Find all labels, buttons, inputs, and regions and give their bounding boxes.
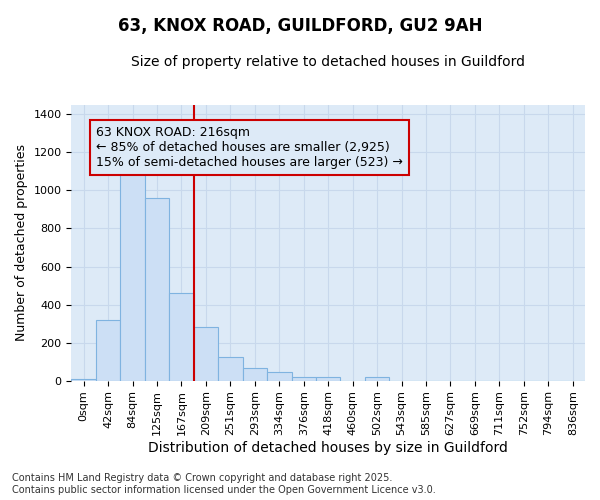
X-axis label: Distribution of detached houses by size in Guildford: Distribution of detached houses by size … [148,441,508,455]
Bar [169,293,194,380]
Text: 63 KNOX ROAD: 216sqm
← 85% of detached houses are smaller (2,925)
15% of semi-de: 63 KNOX ROAD: 216sqm ← 85% of detached h… [96,126,403,169]
Y-axis label: Number of detached properties: Number of detached properties [15,144,28,341]
Bar [316,377,340,380]
Bar [121,166,145,380]
Bar [71,378,96,380]
Text: 63, KNOX ROAD, GUILDFORD, GU2 9AH: 63, KNOX ROAD, GUILDFORD, GU2 9AH [118,18,482,36]
Bar [365,377,389,380]
Text: Contains HM Land Registry data © Crown copyright and database right 2025.
Contai: Contains HM Land Registry data © Crown c… [12,474,436,495]
Bar [267,372,292,380]
Bar [218,357,242,380]
Bar [242,368,267,380]
Bar [96,320,121,380]
Bar [145,198,169,380]
Title: Size of property relative to detached houses in Guildford: Size of property relative to detached ho… [131,55,525,69]
Bar [292,377,316,380]
Bar [194,328,218,380]
